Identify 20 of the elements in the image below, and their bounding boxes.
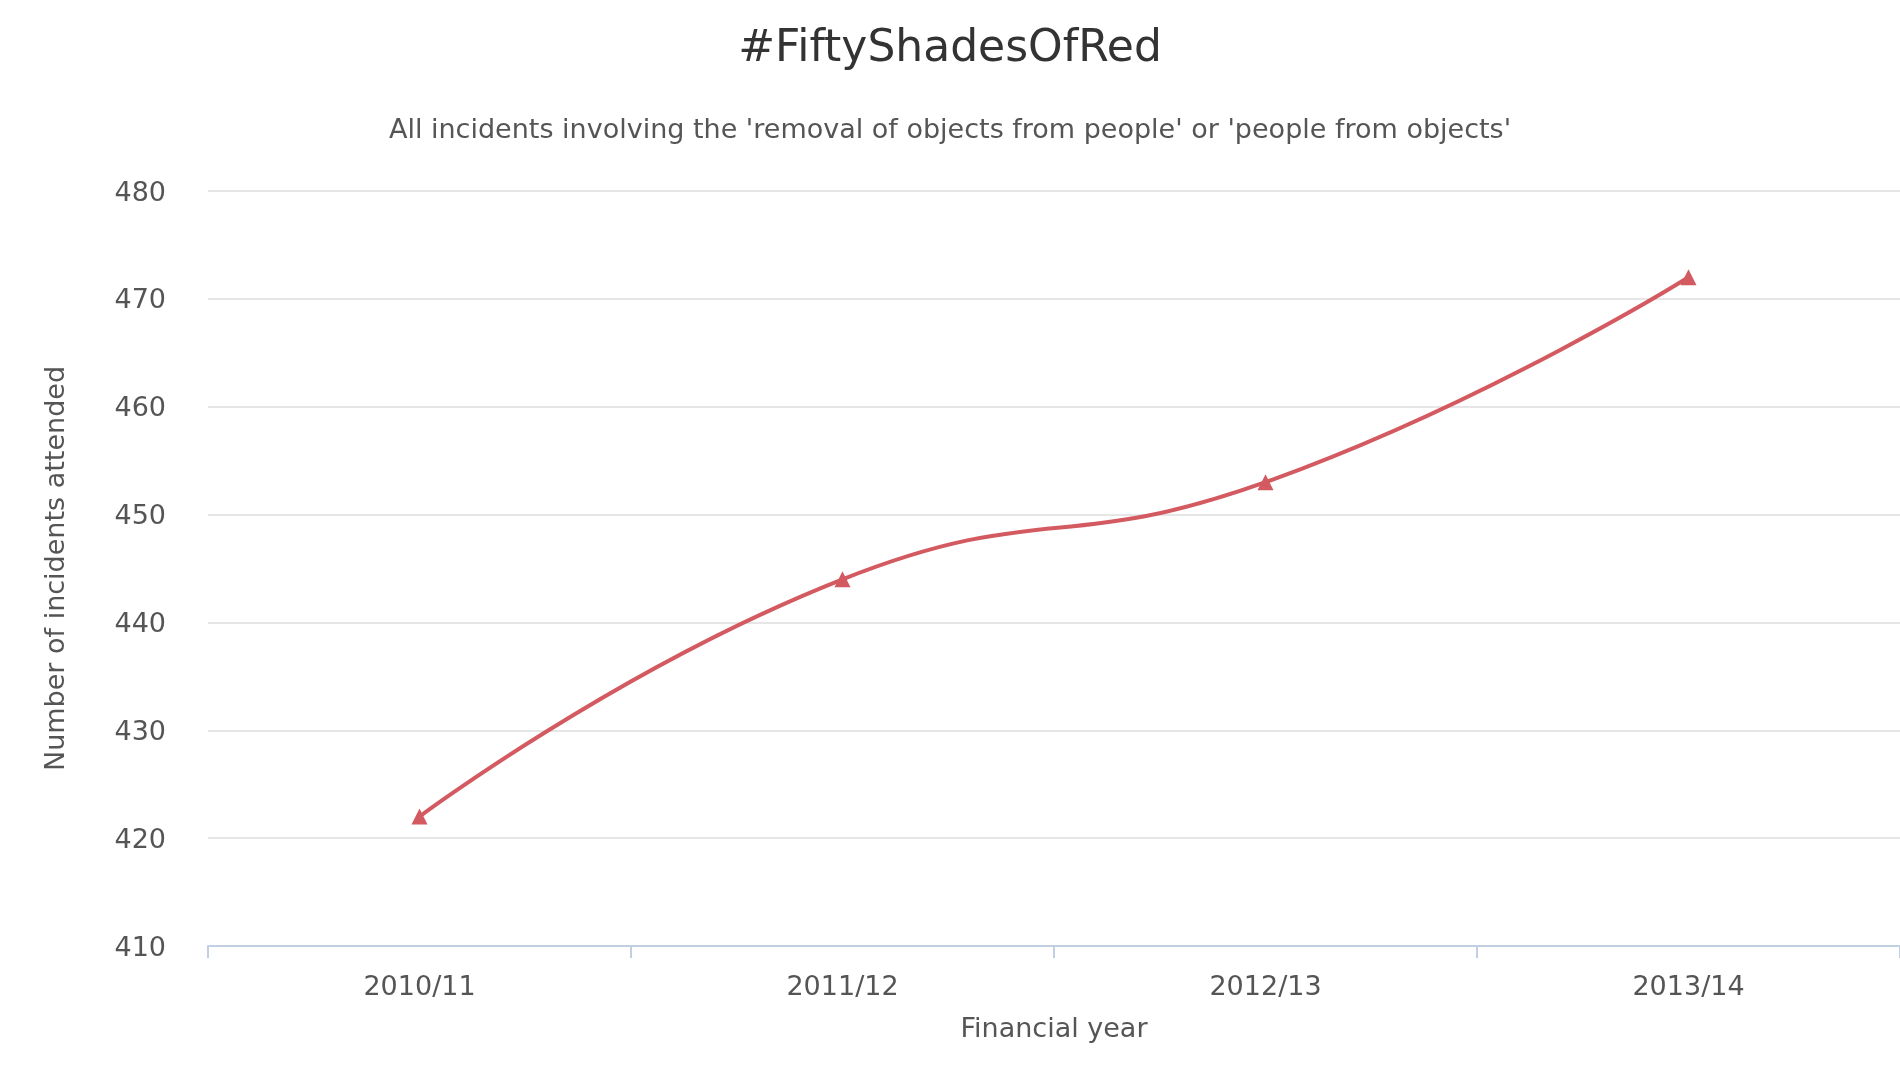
chart-title: #FiftyShadesOfRed (738, 19, 1162, 71)
x-tick-label: 2011/12 (786, 970, 899, 1001)
y-tick-label: 460 (114, 391, 166, 423)
y-tick-label: 440 (114, 606, 166, 638)
y-tick-label: 420 (114, 822, 166, 854)
point (1257, 474, 1274, 491)
chart-subtitle: All incidents involving the 'removal of objects from people' or 'people from objects' (388, 113, 1512, 144)
x-axis-title: Financial year (960, 1012, 1149, 1043)
x-tick-label: 2012/13 (1209, 970, 1322, 1001)
y-tick-label: 480 (114, 175, 166, 207)
x-tick-label: 2013/14 (1632, 970, 1745, 1001)
point (1680, 269, 1697, 286)
y-tick-label: 410 (114, 930, 166, 962)
y-tick-label: 450 (114, 499, 166, 531)
y-tick-label: 430 (114, 714, 166, 746)
y-tick-label: 470 (114, 283, 166, 315)
point (834, 571, 851, 588)
y-axis-title: Number of incidents attended (39, 365, 70, 772)
x-tick-label: 2010/11 (363, 970, 476, 1001)
point (411, 808, 428, 825)
